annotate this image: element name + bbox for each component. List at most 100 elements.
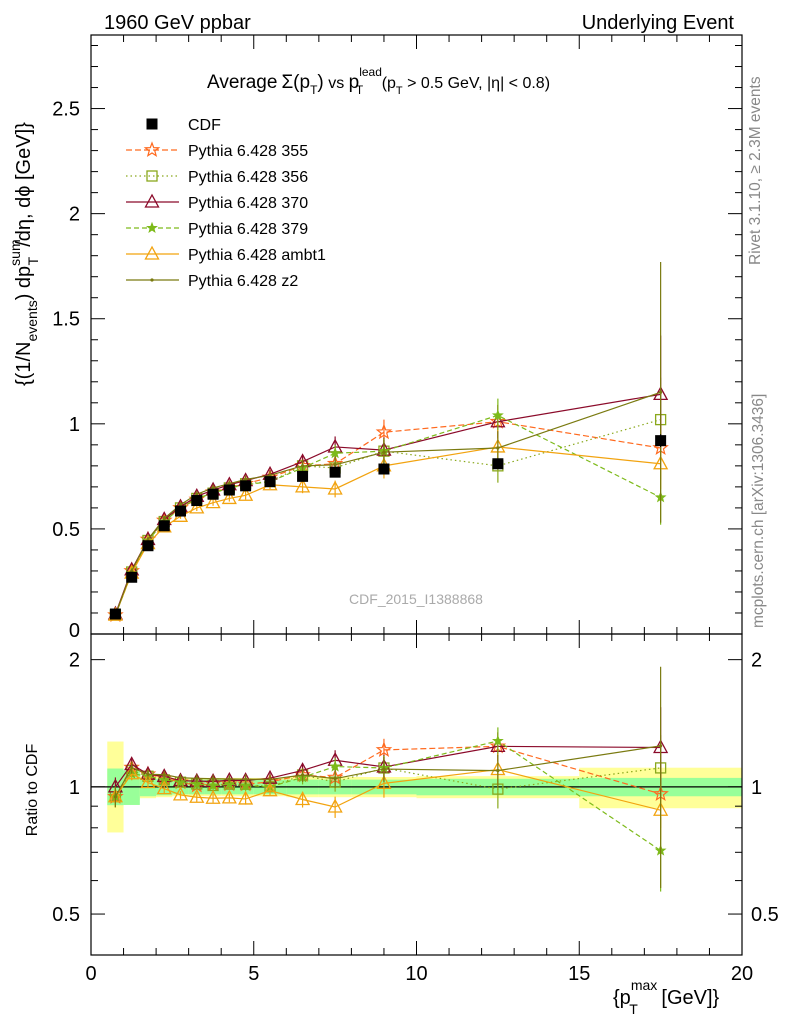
legend-entry-356: Pythia 6.428 356 bbox=[126, 169, 308, 186]
title-cut-open: (p bbox=[377, 75, 396, 92]
x-tick-label: 5 bbox=[248, 963, 259, 985]
ratio-point-355 bbox=[375, 741, 393, 757]
title-average: Average bbox=[207, 72, 277, 93]
point-z2 bbox=[300, 464, 305, 468]
data-point-cdf bbox=[297, 470, 309, 482]
ratio-point-ambt1 bbox=[294, 791, 311, 806]
ratio-tick-label-right: 1 bbox=[751, 777, 762, 799]
ratio-line-379 bbox=[114, 740, 661, 852]
point-z2 bbox=[211, 486, 215, 490]
tick-labels: 0 5 10 15 20 0 0.5 1 1.5 2 2.5 0.5 0.5 1 1 2 2 bbox=[52, 99, 779, 985]
point-z2 bbox=[146, 537, 150, 542]
ratio-point-z2 bbox=[227, 777, 231, 781]
legend-entry-CDF: CDF bbox=[146, 117, 221, 134]
ratio-point-ambt1 bbox=[205, 789, 221, 804]
y-tick-label: 1.5 bbox=[52, 309, 80, 331]
ratio-tick-label: 2 bbox=[69, 650, 80, 672]
data-point-cdf bbox=[175, 505, 187, 517]
y-tick-label: 2.5 bbox=[52, 99, 80, 121]
legend-marker-355 bbox=[143, 141, 161, 158]
point-z2 bbox=[268, 473, 272, 477]
y-tick-label: 0.5 bbox=[52, 519, 80, 541]
xlabel-sup-max: max bbox=[631, 977, 657, 993]
data-point-cdf bbox=[126, 571, 138, 583]
ratio-tick-label-right: 0.5 bbox=[751, 904, 779, 926]
data-point-cdf bbox=[109, 608, 121, 620]
title-close: ) bbox=[317, 72, 323, 93]
legend-marker-z2 bbox=[150, 278, 154, 282]
ratio-point-z2 bbox=[268, 777, 272, 782]
legend-marker-CDF bbox=[146, 118, 158, 130]
ratio-uncertainty-bands bbox=[91, 741, 742, 833]
x-tick-label: 20 bbox=[731, 963, 753, 985]
data-point-cdf bbox=[492, 458, 504, 470]
ratio-tick-label-right: 2 bbox=[751, 650, 762, 672]
ratio-point-z2 bbox=[113, 795, 118, 799]
x-tick-label: 0 bbox=[85, 963, 96, 985]
title-sub-t-2: T bbox=[356, 83, 364, 97]
ratio-point-z2 bbox=[162, 773, 166, 777]
ratio-point-ambt1 bbox=[262, 782, 278, 797]
xlabel-sub-t: T bbox=[629, 1001, 638, 1017]
ratio-point-z2 bbox=[211, 777, 215, 781]
x-axis-label: {pmax T [GeV]} bbox=[613, 977, 720, 1017]
point-ambt1 bbox=[205, 494, 221, 509]
point-z2 bbox=[195, 492, 199, 496]
ratio-tick-label: 1 bbox=[69, 777, 80, 799]
point-355 bbox=[375, 423, 393, 440]
data-point-cdf bbox=[158, 520, 170, 532]
ylabel-sub-events: events bbox=[24, 300, 40, 341]
ratio-point-379 bbox=[190, 777, 203, 790]
ratio-point-379 bbox=[174, 775, 187, 788]
y-tick-label: 1 bbox=[69, 414, 80, 436]
data-series bbox=[107, 261, 669, 892]
title-vs: vs bbox=[324, 75, 349, 92]
point-z2 bbox=[659, 390, 663, 394]
ratio-point-z2 bbox=[382, 767, 386, 771]
data-point-cdf bbox=[142, 540, 154, 552]
title-sub-t-3: T bbox=[396, 85, 403, 97]
legend-marker-ambt1 bbox=[144, 245, 160, 260]
ratio-point-379 bbox=[491, 734, 504, 747]
title-sup-lead: lead bbox=[359, 65, 382, 79]
mcplots-label: mcplots.cern.ch [arXiv:1306.3436] bbox=[750, 394, 767, 628]
rivet-label: Rivet 3.1.10, ≥ 2.3M events bbox=[747, 76, 764, 265]
title-cut-rest: > 0.5 GeV, |η| < 0.8) bbox=[403, 75, 550, 92]
data-point-cdf bbox=[264, 476, 276, 488]
legend-label-356: Pythia 6.428 356 bbox=[188, 169, 308, 186]
ratio-point-z2 bbox=[659, 744, 663, 748]
series-z2 bbox=[113, 261, 663, 889]
ratio-point-z2 bbox=[130, 765, 134, 770]
ylabel-open: {(1/N bbox=[13, 342, 35, 386]
point-379 bbox=[491, 409, 504, 421]
title-sub-t: T bbox=[310, 83, 318, 97]
legend-label-379: Pythia 6.428 379 bbox=[188, 221, 308, 238]
ratio-point-ambt1 bbox=[221, 789, 237, 804]
ratio-point-ambt1 bbox=[376, 775, 392, 790]
ratio-point-379 bbox=[329, 760, 342, 772]
point-z2 bbox=[227, 482, 231, 486]
legend-marker-370 bbox=[144, 193, 160, 208]
title-sigma: Σ(p bbox=[281, 72, 310, 93]
series-370 bbox=[107, 335, 669, 800]
ratio-point-ambt1 bbox=[238, 790, 254, 805]
ylabel-sup-sum: sum bbox=[7, 239, 23, 265]
legend-marker-356 bbox=[146, 170, 158, 182]
point-379 bbox=[329, 447, 342, 459]
ratio-point-z2 bbox=[333, 777, 337, 781]
ratio-point-ambt1 bbox=[172, 786, 189, 801]
data-point-cdf bbox=[240, 480, 252, 492]
point-ambt1 bbox=[238, 486, 254, 501]
plot-title: Average Σ(pT) vs plead T (pT > 0.5 GeV, |η… bbox=[207, 65, 550, 97]
data-point-cdf bbox=[191, 495, 203, 507]
legend-label-z2: Pythia 6.428 z2 bbox=[188, 273, 298, 290]
point-ambt1 bbox=[327, 480, 343, 495]
x-tick-label: 15 bbox=[568, 963, 590, 985]
ratio-point-ambt1 bbox=[140, 774, 156, 789]
ratio-point-z2 bbox=[244, 777, 248, 781]
legend-label-CDF: CDF bbox=[188, 117, 221, 134]
data-point-cdf bbox=[329, 466, 341, 478]
data-point-cdf bbox=[223, 484, 235, 496]
point-ambt1 bbox=[294, 478, 311, 493]
point-ambt1 bbox=[189, 499, 205, 514]
